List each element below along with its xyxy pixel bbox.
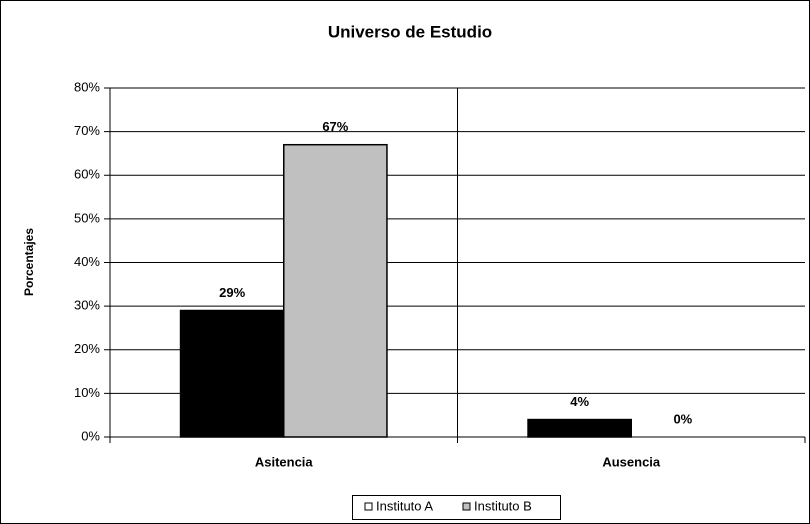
value-label: 67% (322, 119, 348, 134)
legend-swatch (364, 502, 373, 511)
y-tick-label: 80% (74, 79, 100, 94)
value-label: 0% (673, 411, 692, 426)
bar (527, 418, 632, 438)
legend-label: Instituto A (376, 498, 433, 513)
legend-swatch (462, 502, 471, 511)
y-tick-label: 10% (74, 385, 100, 400)
legend-box (352, 495, 561, 520)
y-axis-label: Porcentajes (22, 228, 36, 296)
y-tick-label: 30% (74, 298, 100, 313)
y-tick-label: 40% (74, 254, 100, 269)
chart-title: Universo de Estudio (328, 22, 492, 41)
value-label: 4% (570, 394, 589, 409)
legend-label: Instituto B (474, 498, 532, 513)
y-tick-label: 0% (81, 428, 100, 443)
y-tick-label: 50% (74, 210, 100, 225)
x-tick-label: Asitencia (255, 454, 314, 469)
value-label: 29% (219, 285, 245, 300)
y-tick-label: 20% (74, 341, 100, 356)
x-tick-label: Ausencia (602, 454, 661, 469)
y-tick-label: 70% (74, 123, 100, 138)
y-tick-label: 60% (74, 167, 100, 182)
bar (283, 143, 388, 438)
bar (179, 309, 285, 438)
